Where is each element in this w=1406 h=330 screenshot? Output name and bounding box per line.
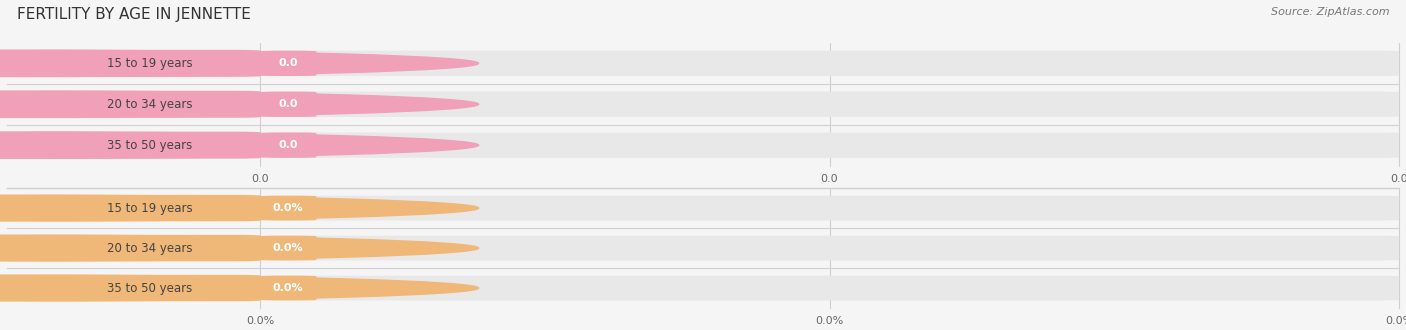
Circle shape (0, 50, 478, 77)
Text: 20 to 34 years: 20 to 34 years (107, 242, 193, 254)
Text: 0.0%: 0.0% (246, 316, 274, 326)
Text: 0.0%: 0.0% (273, 203, 304, 213)
FancyBboxPatch shape (24, 236, 260, 260)
Circle shape (0, 235, 478, 261)
Text: 0.0%: 0.0% (273, 283, 304, 293)
FancyBboxPatch shape (260, 91, 316, 117)
Text: 0.0%: 0.0% (815, 316, 844, 326)
FancyBboxPatch shape (24, 276, 260, 300)
FancyBboxPatch shape (260, 196, 1399, 220)
Text: 0.0: 0.0 (821, 174, 838, 184)
FancyBboxPatch shape (260, 51, 1399, 76)
Circle shape (0, 132, 478, 158)
FancyBboxPatch shape (260, 91, 1399, 117)
Circle shape (0, 195, 478, 221)
FancyBboxPatch shape (260, 236, 1399, 260)
FancyBboxPatch shape (260, 196, 316, 220)
FancyBboxPatch shape (260, 132, 316, 158)
FancyBboxPatch shape (260, 236, 316, 260)
FancyBboxPatch shape (260, 51, 316, 76)
Text: 0.0: 0.0 (278, 99, 298, 109)
Text: Source: ZipAtlas.com: Source: ZipAtlas.com (1271, 7, 1389, 16)
Text: 0.0: 0.0 (278, 58, 298, 68)
FancyBboxPatch shape (24, 91, 260, 117)
Circle shape (0, 275, 478, 301)
Text: 35 to 50 years: 35 to 50 years (107, 139, 193, 152)
Text: 15 to 19 years: 15 to 19 years (107, 202, 193, 214)
Text: 0.0: 0.0 (278, 140, 298, 150)
FancyBboxPatch shape (260, 276, 1399, 300)
Text: 0.0: 0.0 (252, 174, 269, 184)
Text: 0.0%: 0.0% (273, 243, 304, 253)
Text: 20 to 34 years: 20 to 34 years (107, 98, 193, 111)
Text: 15 to 19 years: 15 to 19 years (107, 57, 193, 70)
Text: 35 to 50 years: 35 to 50 years (107, 281, 193, 295)
FancyBboxPatch shape (24, 196, 260, 220)
FancyBboxPatch shape (24, 132, 260, 158)
FancyBboxPatch shape (24, 51, 260, 76)
Circle shape (0, 91, 478, 117)
Text: FERTILITY BY AGE IN JENNETTE: FERTILITY BY AGE IN JENNETTE (17, 7, 250, 21)
Text: 0.0: 0.0 (1391, 174, 1406, 184)
FancyBboxPatch shape (260, 132, 1399, 158)
FancyBboxPatch shape (260, 276, 316, 300)
Text: 0.0%: 0.0% (1385, 316, 1406, 326)
